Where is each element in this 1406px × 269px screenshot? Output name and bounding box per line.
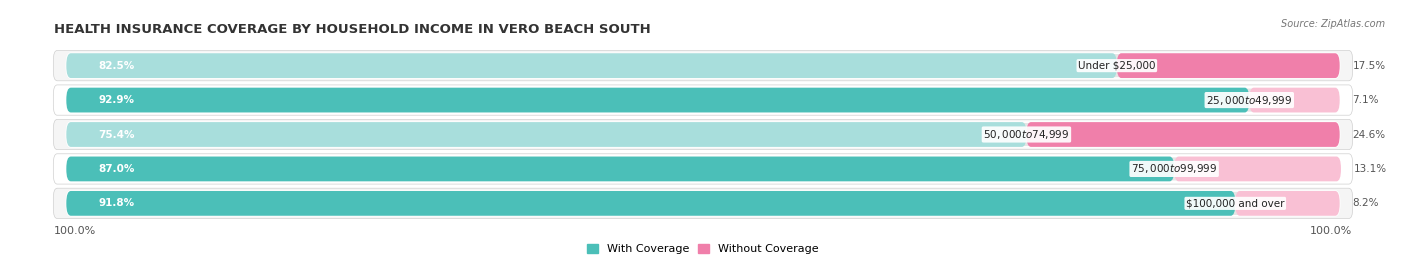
Text: 24.6%: 24.6% <box>1353 129 1385 140</box>
Text: 17.5%: 17.5% <box>1353 61 1385 71</box>
Text: 13.1%: 13.1% <box>1354 164 1386 174</box>
FancyBboxPatch shape <box>66 53 1116 78</box>
Text: 91.8%: 91.8% <box>98 198 135 208</box>
FancyBboxPatch shape <box>66 191 1340 216</box>
Text: 8.2%: 8.2% <box>1353 198 1379 208</box>
Legend: With Coverage, Without Coverage: With Coverage, Without Coverage <box>582 239 824 259</box>
Text: 7.1%: 7.1% <box>1353 95 1379 105</box>
Text: $50,000 to $74,999: $50,000 to $74,999 <box>983 128 1070 141</box>
FancyBboxPatch shape <box>66 191 1236 216</box>
FancyBboxPatch shape <box>1026 122 1340 147</box>
Text: 92.9%: 92.9% <box>98 95 134 105</box>
FancyBboxPatch shape <box>1236 191 1340 216</box>
Text: $100,000 and over: $100,000 and over <box>1187 198 1285 208</box>
FancyBboxPatch shape <box>66 53 1340 78</box>
FancyBboxPatch shape <box>1174 157 1341 181</box>
FancyBboxPatch shape <box>53 188 1353 218</box>
FancyBboxPatch shape <box>53 51 1353 81</box>
FancyBboxPatch shape <box>1116 53 1340 78</box>
FancyBboxPatch shape <box>1250 88 1340 112</box>
Text: HEALTH INSURANCE COVERAGE BY HOUSEHOLD INCOME IN VERO BEACH SOUTH: HEALTH INSURANCE COVERAGE BY HOUSEHOLD I… <box>53 23 651 36</box>
FancyBboxPatch shape <box>66 122 1340 147</box>
Text: 82.5%: 82.5% <box>98 61 135 71</box>
FancyBboxPatch shape <box>53 85 1353 115</box>
FancyBboxPatch shape <box>66 157 1174 181</box>
FancyBboxPatch shape <box>53 154 1353 184</box>
FancyBboxPatch shape <box>53 119 1353 150</box>
Text: 75.4%: 75.4% <box>98 129 135 140</box>
Text: 100.0%: 100.0% <box>1310 226 1353 236</box>
Text: 87.0%: 87.0% <box>98 164 135 174</box>
FancyBboxPatch shape <box>66 88 1250 112</box>
FancyBboxPatch shape <box>66 157 1340 181</box>
FancyBboxPatch shape <box>66 122 1026 147</box>
Text: $25,000 to $49,999: $25,000 to $49,999 <box>1206 94 1292 107</box>
FancyBboxPatch shape <box>66 88 1340 112</box>
Text: $75,000 to $99,999: $75,000 to $99,999 <box>1130 162 1218 175</box>
Text: 100.0%: 100.0% <box>53 226 96 236</box>
Text: Source: ZipAtlas.com: Source: ZipAtlas.com <box>1281 19 1385 29</box>
Text: Under $25,000: Under $25,000 <box>1078 61 1156 71</box>
